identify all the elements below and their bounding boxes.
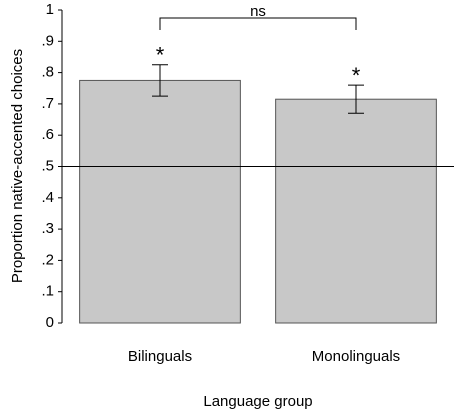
significance-marker: * [352,63,361,88]
y-tick-label: .6 [41,126,54,143]
y-tick-label: .7 [41,95,54,112]
y-axis-label: Proportion native-accented choices [9,49,26,283]
y-tick-label: .8 [41,64,54,81]
bar [79,79,241,324]
error-bar [152,64,168,97]
error-bar [348,84,364,114]
y-tick-label: .2 [41,251,54,268]
x-tick-label: Bilinguals [128,348,192,365]
significance-marker: * [156,43,165,68]
y-tick-label: .3 [41,220,54,237]
x-axis-label: Language group [203,393,312,410]
comparison-bracket [159,17,357,30]
y-tick-label: .9 [41,32,54,49]
y-tick-label: 0 [46,314,54,331]
y-tick-label: 1 [46,1,54,18]
comparison-label: ns [250,3,266,20]
y-tick-label: .1 [41,283,54,300]
bar [275,98,437,324]
x-tick-label: Monolinguals [312,348,400,365]
y-tick-label: .5 [41,157,54,174]
y-tick-label: .4 [41,189,54,206]
